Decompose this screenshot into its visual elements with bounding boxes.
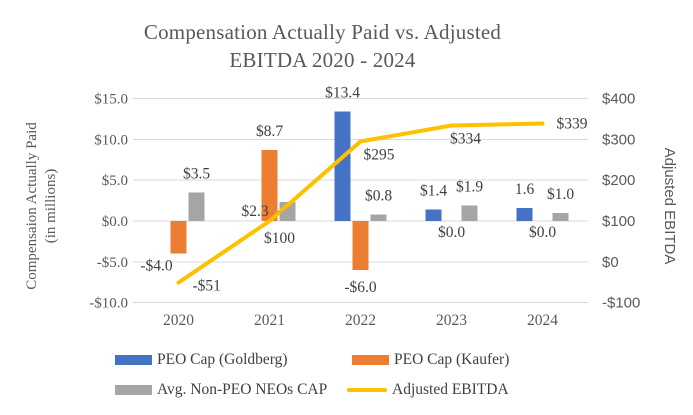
legend-label-kaufer: PEO Cap (Kaufer): [394, 351, 510, 368]
bar-0-2024: [516, 207, 533, 221]
x-axis-labels: 2020 2021 2022 2023 2024: [163, 312, 558, 329]
bar-label: $1.4: [420, 183, 447, 200]
line-label: $334: [450, 131, 481, 148]
chart-title-line2: EBITDA 2020 - 2024: [229, 48, 416, 72]
chart-title-line1: Compensation Actually Paid vs. Adjusted: [143, 20, 502, 44]
x-axis-label: 2022: [345, 312, 376, 329]
adjusted-ebitda-line: [176, 121, 545, 285]
x-axis-label: 2023: [436, 312, 467, 329]
legend-item-avg-non-peo: Avg. Non-PEO NEOs CAP: [115, 381, 327, 399]
bar-label: -$6.0: [344, 279, 377, 296]
bar-label: $0.0: [529, 224, 556, 241]
right-axis-tick: -$100: [602, 295, 640, 312]
legend-label-adjusted-ebitda: Adjusted EBITDA: [392, 381, 509, 398]
left-axis-tick: -$5.0: [97, 255, 128, 271]
left-axis-tick: $0.0: [102, 214, 128, 230]
line-layer: [176, 121, 545, 285]
bar-0-2022: [334, 111, 351, 221]
bar-label: 1.6: [515, 181, 535, 198]
bar-label: $1.9: [456, 178, 483, 195]
bar-1-2020: [170, 221, 187, 254]
bar-0-2023: [425, 209, 442, 221]
right-axis-tick: $400: [602, 91, 635, 108]
bar-2-2024: [552, 212, 569, 221]
x-axis-label: 2021: [254, 312, 285, 329]
line-label: $295: [364, 146, 395, 163]
bar-label: $0.0: [438, 224, 465, 241]
bar-2-2022: [370, 214, 387, 221]
x-axis-label: 2024: [527, 312, 558, 329]
left-axis-tick: $5.0: [102, 173, 128, 189]
legend-item-peo-kaufer: PEO Cap (Kaufer): [352, 351, 509, 369]
bar-label: $3.5: [183, 165, 210, 182]
right-axis-tick: $200: [602, 172, 635, 189]
ebitda-line-swatch-icon: [347, 388, 387, 392]
bar-label: $8.7: [256, 123, 283, 140]
chart-title: Compensation Actually Paid vs. Adjusted …: [60, 18, 585, 74]
right-axis-tick: $0: [602, 254, 619, 271]
bar-label: $2.3: [241, 203, 268, 220]
line-label: $339: [557, 115, 588, 132]
bar-label: -$4.0: [140, 258, 173, 275]
bar-2-2023: [461, 205, 478, 221]
x-axis-label: 2020: [163, 312, 194, 329]
right-axis-tick: $300: [602, 131, 635, 148]
bar-label: $0.8: [365, 187, 392, 204]
bar-1-2021: [261, 150, 278, 221]
legend-item-peo-goldberg: PEO Cap (Goldberg): [115, 351, 288, 369]
data-labels: $13.4 $1.4 1.6 -$4.0 $8.7 -$6.0 $0.0 $0.0 $3.5 $2…: [140, 85, 587, 296]
legend-label-goldberg: PEO Cap (Goldberg): [157, 351, 288, 368]
legend-label-avg-non-peo: Avg. Non-PEO NEOs CAP: [157, 381, 328, 398]
gridlines: $15.0 $400 $10.0 $300 $5.0 $200 $0.0 $100 -$5.0 $…: [89, 91, 640, 312]
bar-label: $13.4: [325, 85, 360, 102]
left-axis-tick: -$10.0: [89, 296, 128, 312]
bar-1-2022: [352, 221, 369, 270]
legend-item-adjusted-ebitda: Adjusted EBITDA: [347, 381, 509, 399]
kaufer-swatch-icon: [352, 355, 389, 365]
right-axis-tick: $100: [602, 213, 635, 230]
left-axis-tick: $10.0: [94, 132, 128, 148]
label-leader-line: [272, 205, 292, 213]
bar-2-2020: [188, 192, 205, 221]
plot-area: $15.0 $400 $10.0 $300 $5.0 $200 $0.0 $100 -$5.0 $…: [89, 85, 640, 329]
left-axis-tick: $15.0: [94, 92, 128, 108]
bars-layer: [170, 111, 569, 270]
goldberg-swatch-icon: [115, 355, 152, 365]
avg-non-peo-swatch-icon: [115, 385, 152, 395]
line-label: -$51: [193, 278, 221, 295]
bar-label: $1.0: [547, 186, 574, 203]
line-label: $100: [264, 230, 295, 247]
